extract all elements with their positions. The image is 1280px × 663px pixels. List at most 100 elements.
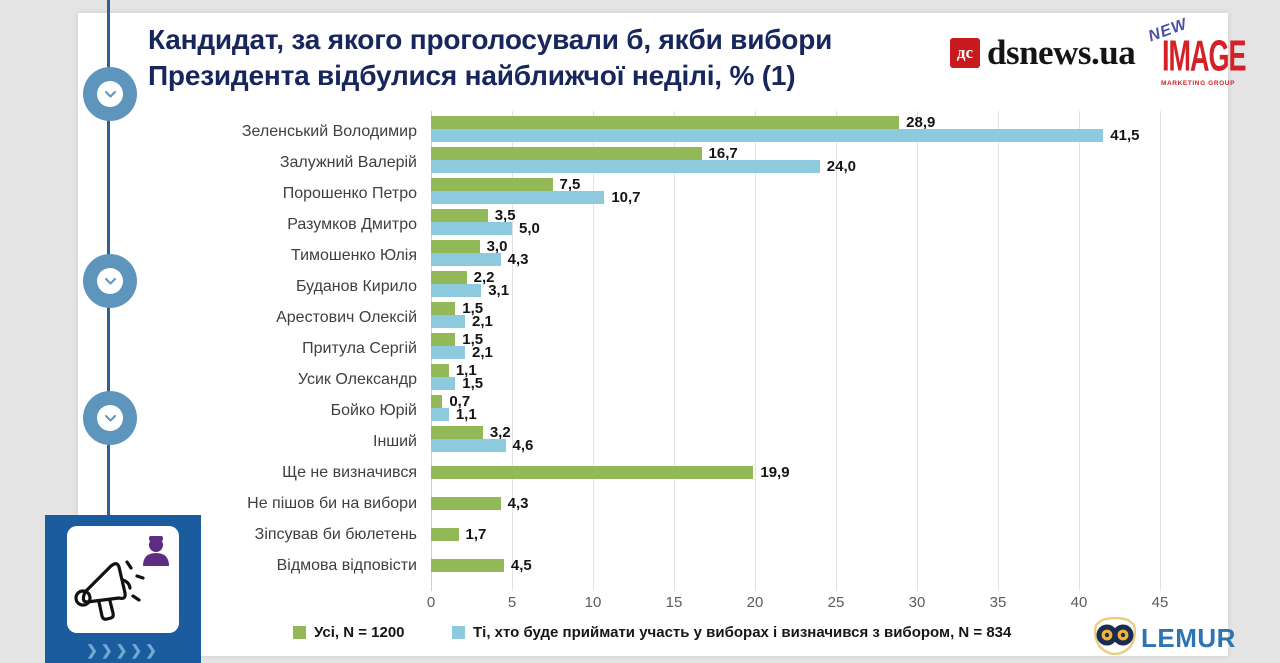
legend-item-all: Усі, N = 1200 [293,624,405,641]
category-label: Зіпсував би бюлетень [254,525,417,543]
value-label: 7,5 [559,176,581,193]
value-label: 4,5 [510,557,532,574]
person-icon [141,535,171,572]
value-label: 2,2 [473,269,495,286]
x-axis-tick-label: 25 [827,594,845,611]
lemur-logo-text: LEMUR [1141,623,1236,653]
category-label: Зеленський Володимир [241,122,417,140]
bar-all [431,302,456,315]
value-label: 3,1 [488,282,510,299]
value-label: 24,0 [826,158,856,175]
page-title-line2: Президента відбулися найближчої неділі, … [148,59,796,91]
legend-label-all: Усі, N = 1200 [314,624,405,641]
bar-voters [431,129,1104,142]
timeline-button-1[interactable] [83,67,137,121]
value-label: 28,9 [906,114,936,131]
bar-all [431,466,754,479]
value-label: 41,5 [1110,127,1140,144]
legend-label-voters: Ті, хто буде приймати участь у виборах і… [473,624,1012,641]
value-label: 1,1 [455,362,477,379]
value-label: 4,3 [507,495,529,512]
category-label: Притула Сергій [302,339,417,357]
timeline-button-3[interactable] [83,391,137,445]
chevron-down-icon [97,405,123,431]
category-label: Ще не визначився [282,463,417,481]
bar-all [431,559,504,572]
category-label: Порошенко Петро [282,184,417,202]
value-label: 2,1 [472,344,493,361]
newimage-logo: NEW IMAGE MARKETING GROUP [1146,12,1246,90]
bar-voters [431,284,482,297]
announcement-card [67,526,179,633]
gridline [1078,111,1080,591]
bar-all [431,147,702,160]
value-label: 19,9 [760,464,790,481]
gridline [511,111,513,591]
bar-voters [431,222,512,235]
gridline [673,111,675,591]
bar-all [431,426,483,439]
bar-all [431,209,488,222]
bar-voters [431,253,501,266]
dsnews-logo: дс dsnews.ua [950,33,1136,73]
category-label: Інший [373,432,417,450]
category-label: Разумков Дмитро [287,215,417,233]
dsnews-logo-text: dsnews.ua [987,33,1136,72]
chevron-down-icon [97,268,123,294]
value-label: 2,1 [472,313,493,330]
bar-all [431,497,501,510]
x-axis-tick-label: 5 [507,594,517,611]
value-label: 3,0 [486,238,508,255]
value-label: 1,5 [462,331,484,348]
value-label: 1,1 [455,406,477,423]
category-label: Тимошенко Юлія [291,246,417,264]
x-axis-tick-label: 30 [908,594,926,611]
category-label: Усик Олександр [297,370,417,388]
value-label: 4,3 [507,251,529,268]
timeline-button-2[interactable] [83,254,137,308]
bar-all [431,364,449,377]
promo-box: ❯❯❯❯❯ [45,515,201,663]
legend-item-voters: Ті, хто буде приймати участь у виборах і… [452,624,1011,641]
category-label: Відмова відповісти [276,556,417,574]
value-label: 16,7 [708,145,738,162]
bar-voters [431,315,466,328]
bar-voters [431,377,456,390]
bar-voters [431,160,820,173]
page-title-line1: Кандидат, за якого проголосували б, якби… [148,24,833,55]
legend-swatch-all [293,626,306,639]
page-title: Кандидат, за якого проголосували б, якби… [148,22,832,93]
gridline [835,111,837,591]
gridline [997,111,999,591]
bar-voters [431,191,605,204]
value-label: 5,0 [519,220,540,237]
bar-voters [431,346,466,359]
bar-voters [431,439,506,452]
value-label: 3,2 [489,424,511,441]
bar-all [431,240,480,253]
bar-voters [431,408,449,421]
value-label: 0,7 [449,393,471,410]
newimage-word-group: MARKETING GROUP [1161,80,1235,87]
arrows-decoration: ❯❯❯❯❯ [86,642,160,658]
x-axis-tick-label: 10 [584,594,602,611]
gridline [754,111,756,591]
bar-all [431,178,553,191]
x-axis-tick-label: 40 [1070,594,1088,611]
category-label: Арестович Олексій [276,308,417,326]
bar-all [431,271,467,284]
chevron-down-icon [97,81,123,107]
value-label: 1,5 [462,375,484,392]
bar-all [431,395,443,408]
legend-swatch-voters [452,626,465,639]
x-axis-tick-label: 0 [426,594,436,611]
category-label: Бойко Юрій [330,401,417,419]
x-axis-tick-label: 45 [1151,594,1169,611]
value-label: 1,7 [465,526,487,543]
x-axis-tick-label: 20 [746,594,764,611]
value-label: 4,6 [512,437,534,454]
gridline [916,111,918,591]
lemur-owl-icon [1092,616,1138,660]
x-axis-tick-label: 35 [989,594,1007,611]
